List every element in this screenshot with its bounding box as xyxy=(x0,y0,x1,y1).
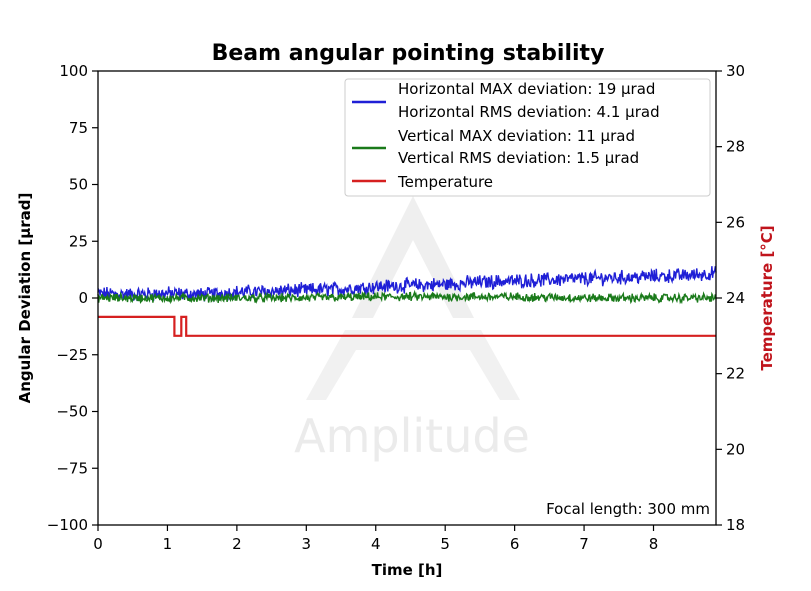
y-axis-right: 18 20 22 24 26 28 30 xyxy=(716,62,745,534)
focal-length-annotation: Focal length: 300 mm xyxy=(546,500,710,518)
y-tick-label-1: −75 xyxy=(56,459,88,477)
y-tick-label-2: −50 xyxy=(56,403,88,421)
watermark-text: Amplitude xyxy=(294,409,530,463)
x-tick-label-3: 3 xyxy=(302,535,312,553)
legend: Horizontal MAX deviation: 19 µrad Horizo… xyxy=(344,78,711,197)
x-tick-label-6: 6 xyxy=(510,535,520,553)
series-horizontal-line xyxy=(97,266,717,303)
y-tick-label-4: 0 xyxy=(78,289,88,307)
series-layer xyxy=(97,266,717,337)
y-tick-label-7: 75 xyxy=(69,119,88,137)
y-axis-left: −100 −75 −50 −25 0 25 50 75 100 xyxy=(47,62,98,534)
y-tick-label-3: −25 xyxy=(56,346,88,364)
chart-title: Beam angular pointing stability xyxy=(212,41,605,66)
y2-tick-label-5: 28 xyxy=(726,138,745,156)
y-tick-label-0: −100 xyxy=(47,516,88,534)
x-axis-title: Time [h] xyxy=(372,561,443,579)
series-temperature-line xyxy=(98,315,716,337)
legend-vertical-rms: Vertical RMS deviation: 1.5 µrad xyxy=(398,149,639,167)
legend-box xyxy=(344,78,711,197)
y2-axis-title: Temperature [°C] xyxy=(758,225,776,370)
x-tick-label-4: 4 xyxy=(371,535,381,553)
legend-horizontal-max: Horizontal MAX deviation: 19 µrad xyxy=(398,80,655,98)
x-tick-label-2: 2 xyxy=(232,535,242,553)
y2-tick-label-1: 20 xyxy=(726,440,745,458)
x-tick-label-7: 7 xyxy=(579,535,589,553)
y-tick-label-8: 100 xyxy=(59,62,88,80)
x-axis: 0 1 2 3 4 5 6 7 8 xyxy=(93,525,658,553)
x-tick-label-0: 0 xyxy=(93,535,103,553)
x-tick-label-1: 1 xyxy=(163,535,173,553)
x-tick-label-5: 5 xyxy=(440,535,450,553)
amplitude-watermark: Amplitude xyxy=(294,196,530,463)
legend-vertical-max: Vertical MAX deviation: 11 µrad xyxy=(398,127,635,145)
y-tick-label-6: 50 xyxy=(69,176,88,194)
y-axis-title: Angular Deviation [µrad] xyxy=(16,193,34,404)
y2-tick-label-6: 30 xyxy=(726,62,745,80)
legend-horizontal-rms: Horizontal RMS deviation: 4.1 µrad xyxy=(398,103,660,121)
y-tick-label-5: 25 xyxy=(69,232,88,250)
y2-tick-label-4: 26 xyxy=(726,213,745,231)
y2-tick-label-0: 18 xyxy=(726,516,745,534)
y2-tick-label-3: 24 xyxy=(726,289,745,307)
y2-tick-label-2: 22 xyxy=(726,365,745,383)
series-vertical-line xyxy=(97,289,717,305)
legend-temperature: Temperature xyxy=(397,173,493,191)
x-tick-label-8: 8 xyxy=(649,535,659,553)
